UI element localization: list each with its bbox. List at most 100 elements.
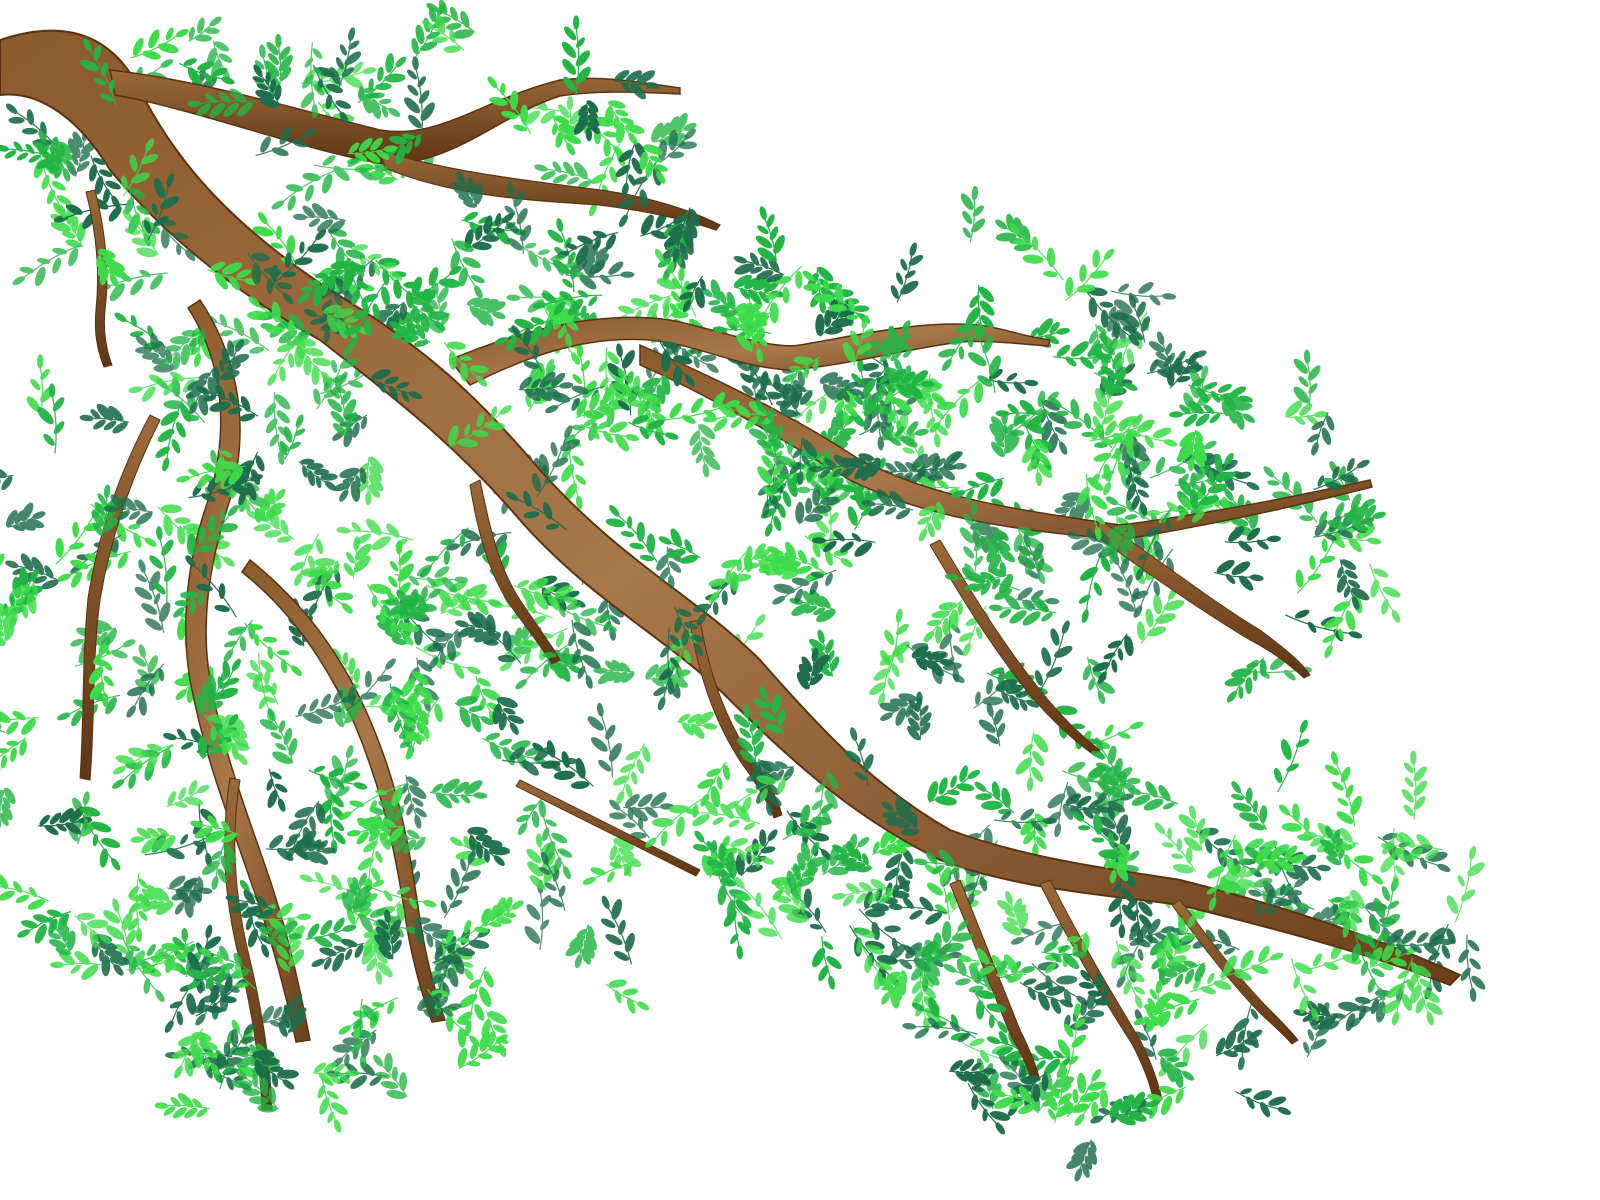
leaf-sprig: [171, 875, 204, 918]
leaf-sprig: [1008, 223, 1064, 281]
leaf-sprig: [278, 993, 307, 1038]
leaf-sprig: [130, 27, 189, 60]
leaf-sprig: [79, 403, 129, 434]
leaf-sprig: [518, 371, 574, 402]
leaf-sprig: [317, 792, 346, 854]
leaf-sprig: [347, 137, 398, 163]
leaf-sprig: [753, 686, 786, 735]
leaf-sprig: [403, 696, 443, 760]
leaf-sprig: [135, 333, 175, 373]
leaf-sprig: [706, 841, 736, 880]
leaf-sprig: [208, 658, 241, 704]
leaf-sprig: [37, 383, 65, 454]
center-hanging-branch: [469, 479, 561, 665]
leaf-sprig: [314, 155, 388, 182]
leaf-sprig: [351, 998, 378, 1069]
leaf-sprig: [363, 691, 435, 718]
leaf-sprig: [429, 778, 488, 809]
leaf-sprig: [1382, 957, 1421, 1026]
leaf-sprig: [327, 228, 365, 279]
leaf-sprig: [422, 14, 465, 53]
leaf-sprig: [247, 296, 306, 349]
leaf-sprig: [89, 155, 121, 209]
leaf-sprig: [17, 909, 72, 944]
leaf-sprig: [513, 577, 578, 611]
leaf-sprig: [815, 298, 855, 337]
leaf-sprig: [890, 242, 924, 303]
leaf-sprig: [782, 803, 834, 841]
leaf-sprig: [1176, 429, 1208, 472]
leaf-sprig: [561, 15, 591, 96]
leaf-sprig: [1135, 507, 1172, 581]
leaf-sprig: [266, 768, 288, 812]
leaf-sprig: [1100, 522, 1136, 565]
leaf-sprig: [958, 948, 1027, 983]
leaf-sprig: [1303, 1002, 1338, 1058]
leaf-sprig: [1183, 365, 1212, 414]
leaf-sprig: [1063, 793, 1110, 820]
leaf-sprig: [450, 238, 485, 299]
leaf-sprig: [951, 472, 1005, 502]
leaf-sprig: [166, 780, 210, 808]
leaf-sprig: [190, 815, 239, 843]
leaf-sprig: [1127, 781, 1179, 811]
leaf-sprig: [481, 1011, 509, 1058]
leaf-sprig: [1093, 367, 1138, 396]
leaf-sprig: [1111, 940, 1146, 1009]
leaf-sprig: [225, 889, 277, 919]
leaf-sprig: [505, 490, 568, 531]
leaf-sprig: [271, 169, 336, 211]
leaf-sprig: [333, 467, 367, 502]
leaf-sprig: [1408, 964, 1443, 1026]
leaf-sprig: [974, 781, 1015, 815]
leaf-sprig: [726, 305, 770, 331]
leaf-sprig: [1148, 331, 1181, 380]
leaf-sprig: [384, 133, 422, 165]
leaf-sprig: [387, 540, 414, 609]
leaf-sprig: [679, 275, 706, 313]
leaf-sprig: [202, 842, 237, 890]
leaf-sprig: [1458, 934, 1486, 1002]
leaf-sprig: [252, 64, 282, 108]
leaf-sprig: [881, 796, 920, 836]
leaf-sprig: [6, 502, 46, 532]
leaf-sprig: [186, 505, 239, 558]
leaf-sprig: [994, 808, 1057, 832]
leaf-sprig: [1090, 424, 1134, 486]
leaf-sprig: [689, 424, 721, 478]
left-limb-3: [79, 414, 161, 781]
leaf-sprig: [188, 16, 222, 43]
leaf-sprig: [1157, 1048, 1195, 1088]
leaf-sprig: [343, 536, 372, 579]
leaf-sprig: [417, 992, 462, 1020]
leaf-sprig: [389, 318, 431, 348]
leaf-sprig: [427, 628, 462, 670]
leaf-sprig: [88, 640, 114, 707]
leaf-sprig: [143, 173, 179, 240]
leaf-sprig: [609, 837, 642, 877]
leaf-sprig: [723, 893, 752, 960]
lower-left-twig: [515, 779, 701, 877]
leaf-sprig: [1334, 889, 1365, 938]
leaf-sprig: [1332, 842, 1384, 887]
leaf-sprig: [1293, 349, 1321, 406]
leaf-sprig: [697, 761, 731, 808]
leaf-sprig: [639, 144, 668, 184]
leaf-sprig: [134, 559, 171, 633]
leaf-sprig: [49, 141, 74, 182]
leaf-sprig: [663, 392, 740, 424]
leaf-sprig: [580, 418, 640, 452]
leaf-sprig: [796, 647, 830, 690]
leaf-sprig: [1013, 525, 1054, 584]
leaf-sprig: [811, 530, 876, 557]
leaf-sprig: [1233, 999, 1259, 1071]
leaf-sprig: [708, 546, 753, 604]
leaf-sprig: [733, 704, 765, 765]
leaf-sprig: [821, 833, 870, 876]
leaf-sprig: [292, 837, 336, 865]
leaf-sprig: [1078, 969, 1112, 1006]
leaf-sprig: [612, 69, 660, 100]
leaf-sprig: [185, 367, 220, 416]
leaf-sprig: [466, 297, 506, 327]
leaf-sprig: [348, 244, 403, 281]
